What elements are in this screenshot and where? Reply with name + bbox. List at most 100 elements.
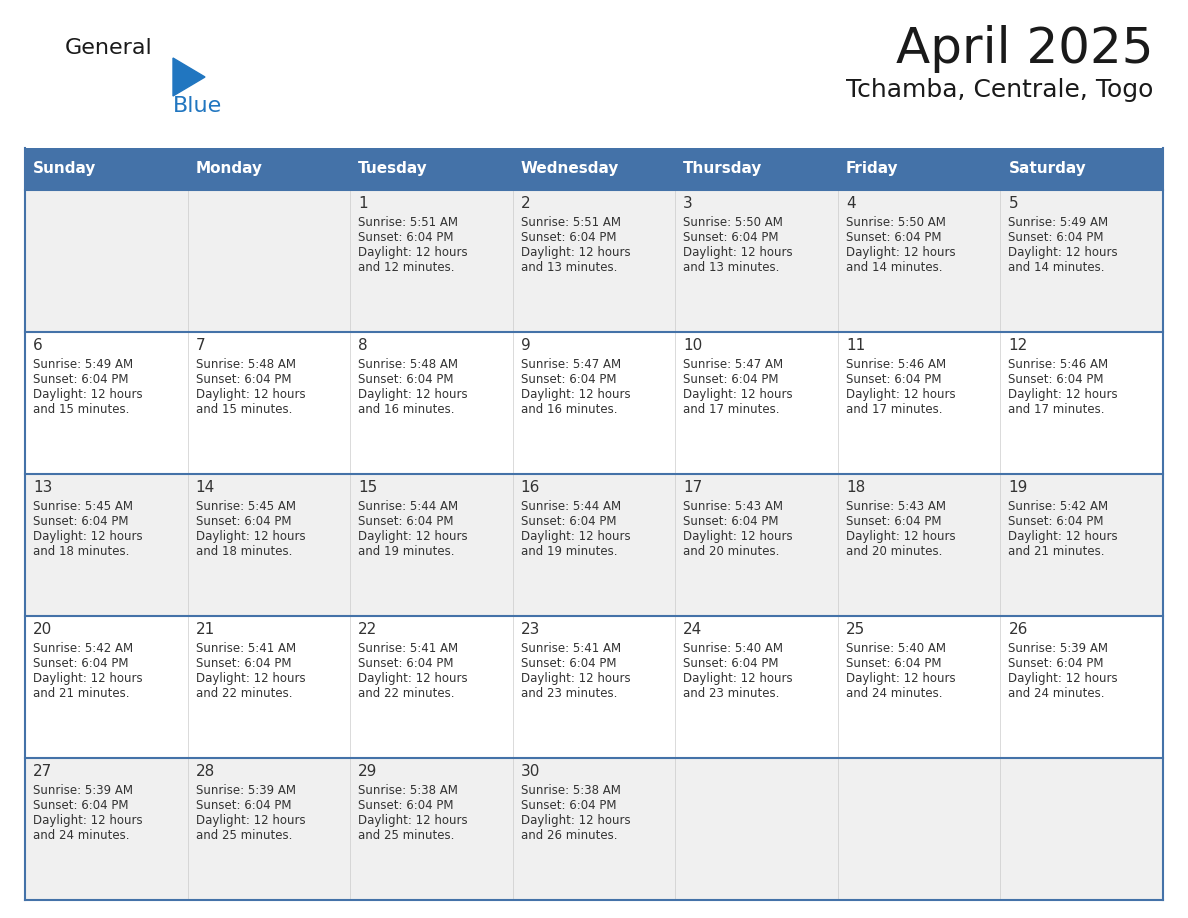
Text: and 14 minutes.: and 14 minutes. bbox=[1009, 261, 1105, 274]
Bar bbox=[513, 474, 675, 616]
Text: Daylight: 12 hours: Daylight: 12 hours bbox=[33, 672, 143, 685]
Text: Daylight: 12 hours: Daylight: 12 hours bbox=[1009, 388, 1118, 401]
Text: Sunrise: 5:40 AM: Sunrise: 5:40 AM bbox=[683, 642, 783, 655]
Bar bbox=[1000, 474, 1163, 616]
Text: 25: 25 bbox=[846, 622, 865, 637]
Text: Daylight: 12 hours: Daylight: 12 hours bbox=[358, 530, 468, 543]
Text: 7: 7 bbox=[196, 338, 206, 353]
Text: Sunset: 6:04 PM: Sunset: 6:04 PM bbox=[520, 231, 617, 244]
Text: and 12 minutes.: and 12 minutes. bbox=[358, 261, 455, 274]
Text: Daylight: 12 hours: Daylight: 12 hours bbox=[358, 814, 468, 827]
Text: Sunrise: 5:47 AM: Sunrise: 5:47 AM bbox=[683, 358, 783, 371]
Text: and 16 minutes.: and 16 minutes. bbox=[358, 403, 455, 416]
Text: Daylight: 12 hours: Daylight: 12 hours bbox=[846, 530, 955, 543]
Text: Sunrise: 5:47 AM: Sunrise: 5:47 AM bbox=[520, 358, 621, 371]
Text: Sunrise: 5:42 AM: Sunrise: 5:42 AM bbox=[33, 642, 133, 655]
Text: 24: 24 bbox=[683, 622, 702, 637]
Text: Sunset: 6:04 PM: Sunset: 6:04 PM bbox=[520, 657, 617, 670]
Text: Daylight: 12 hours: Daylight: 12 hours bbox=[1009, 672, 1118, 685]
Text: Sunset: 6:04 PM: Sunset: 6:04 PM bbox=[358, 657, 454, 670]
Text: Sunset: 6:04 PM: Sunset: 6:04 PM bbox=[358, 515, 454, 528]
Text: 14: 14 bbox=[196, 480, 215, 495]
Bar bbox=[513, 332, 675, 474]
Text: 8: 8 bbox=[358, 338, 368, 353]
Text: 16: 16 bbox=[520, 480, 541, 495]
Bar bbox=[188, 616, 350, 758]
Text: Sunset: 6:04 PM: Sunset: 6:04 PM bbox=[1009, 373, 1104, 386]
Text: Sunrise: 5:49 AM: Sunrise: 5:49 AM bbox=[1009, 216, 1108, 229]
Bar bbox=[350, 332, 513, 474]
Bar bbox=[675, 190, 838, 332]
Text: Sunrise: 5:51 AM: Sunrise: 5:51 AM bbox=[520, 216, 620, 229]
Text: and 13 minutes.: and 13 minutes. bbox=[683, 261, 779, 274]
Text: Sunset: 6:04 PM: Sunset: 6:04 PM bbox=[33, 657, 128, 670]
Text: Sunrise: 5:39 AM: Sunrise: 5:39 AM bbox=[1009, 642, 1108, 655]
Bar bbox=[1000, 332, 1163, 474]
Text: Daylight: 12 hours: Daylight: 12 hours bbox=[358, 672, 468, 685]
Text: Sunrise: 5:44 AM: Sunrise: 5:44 AM bbox=[520, 500, 621, 513]
Text: Daylight: 12 hours: Daylight: 12 hours bbox=[33, 530, 143, 543]
Text: and 15 minutes.: and 15 minutes. bbox=[196, 403, 292, 416]
Text: Daylight: 12 hours: Daylight: 12 hours bbox=[358, 388, 468, 401]
Text: Sunset: 6:04 PM: Sunset: 6:04 PM bbox=[1009, 515, 1104, 528]
Text: 28: 28 bbox=[196, 764, 215, 779]
Text: Daylight: 12 hours: Daylight: 12 hours bbox=[520, 814, 631, 827]
Text: Sunset: 6:04 PM: Sunset: 6:04 PM bbox=[846, 373, 941, 386]
Bar bbox=[513, 190, 675, 332]
Text: Sunset: 6:04 PM: Sunset: 6:04 PM bbox=[846, 657, 941, 670]
Text: 19: 19 bbox=[1009, 480, 1028, 495]
Text: Daylight: 12 hours: Daylight: 12 hours bbox=[1009, 246, 1118, 259]
Text: 4: 4 bbox=[846, 196, 855, 211]
Text: and 21 minutes.: and 21 minutes. bbox=[33, 687, 129, 700]
Text: and 14 minutes.: and 14 minutes. bbox=[846, 261, 942, 274]
Text: Monday: Monday bbox=[196, 162, 263, 176]
Text: Sunset: 6:04 PM: Sunset: 6:04 PM bbox=[196, 799, 291, 812]
Text: Sunrise: 5:41 AM: Sunrise: 5:41 AM bbox=[520, 642, 621, 655]
Bar bbox=[1000, 148, 1163, 190]
Text: Sunrise: 5:46 AM: Sunrise: 5:46 AM bbox=[846, 358, 946, 371]
Text: and 19 minutes.: and 19 minutes. bbox=[358, 545, 455, 558]
Text: Sunset: 6:04 PM: Sunset: 6:04 PM bbox=[33, 373, 128, 386]
Text: and 22 minutes.: and 22 minutes. bbox=[358, 687, 455, 700]
Text: Sunrise: 5:48 AM: Sunrise: 5:48 AM bbox=[196, 358, 296, 371]
Text: 6: 6 bbox=[33, 338, 43, 353]
Text: Sunset: 6:04 PM: Sunset: 6:04 PM bbox=[196, 657, 291, 670]
Text: Daylight: 12 hours: Daylight: 12 hours bbox=[683, 388, 792, 401]
Text: Sunrise: 5:38 AM: Sunrise: 5:38 AM bbox=[520, 784, 620, 797]
Text: Sunset: 6:04 PM: Sunset: 6:04 PM bbox=[520, 515, 617, 528]
Text: Daylight: 12 hours: Daylight: 12 hours bbox=[846, 672, 955, 685]
Text: Sunrise: 5:44 AM: Sunrise: 5:44 AM bbox=[358, 500, 459, 513]
Text: 10: 10 bbox=[683, 338, 702, 353]
Text: and 21 minutes.: and 21 minutes. bbox=[1009, 545, 1105, 558]
Text: Sunrise: 5:39 AM: Sunrise: 5:39 AM bbox=[33, 784, 133, 797]
Text: Wednesday: Wednesday bbox=[520, 162, 619, 176]
Text: Sunrise: 5:40 AM: Sunrise: 5:40 AM bbox=[846, 642, 946, 655]
Text: and 25 minutes.: and 25 minutes. bbox=[358, 829, 455, 842]
Text: Sunday: Sunday bbox=[33, 162, 96, 176]
Text: Sunset: 6:04 PM: Sunset: 6:04 PM bbox=[358, 373, 454, 386]
Bar bbox=[350, 148, 513, 190]
Text: and 24 minutes.: and 24 minutes. bbox=[1009, 687, 1105, 700]
Text: Blue: Blue bbox=[173, 96, 222, 116]
Bar bbox=[188, 148, 350, 190]
Text: and 15 minutes.: and 15 minutes. bbox=[33, 403, 129, 416]
Text: Daylight: 12 hours: Daylight: 12 hours bbox=[1009, 530, 1118, 543]
Text: 18: 18 bbox=[846, 480, 865, 495]
Bar bbox=[25, 758, 188, 900]
Text: Sunset: 6:04 PM: Sunset: 6:04 PM bbox=[683, 515, 779, 528]
Text: Sunset: 6:04 PM: Sunset: 6:04 PM bbox=[1009, 657, 1104, 670]
Text: 27: 27 bbox=[33, 764, 52, 779]
Text: Daylight: 12 hours: Daylight: 12 hours bbox=[520, 246, 631, 259]
Text: Sunset: 6:04 PM: Sunset: 6:04 PM bbox=[196, 373, 291, 386]
Text: Sunset: 6:04 PM: Sunset: 6:04 PM bbox=[520, 799, 617, 812]
Text: Sunset: 6:04 PM: Sunset: 6:04 PM bbox=[196, 515, 291, 528]
Text: and 17 minutes.: and 17 minutes. bbox=[846, 403, 942, 416]
Text: 20: 20 bbox=[33, 622, 52, 637]
Bar bbox=[350, 616, 513, 758]
Text: and 25 minutes.: and 25 minutes. bbox=[196, 829, 292, 842]
Text: 2: 2 bbox=[520, 196, 530, 211]
Bar bbox=[675, 758, 838, 900]
Bar bbox=[838, 758, 1000, 900]
Text: Sunrise: 5:46 AM: Sunrise: 5:46 AM bbox=[1009, 358, 1108, 371]
Text: Daylight: 12 hours: Daylight: 12 hours bbox=[683, 672, 792, 685]
